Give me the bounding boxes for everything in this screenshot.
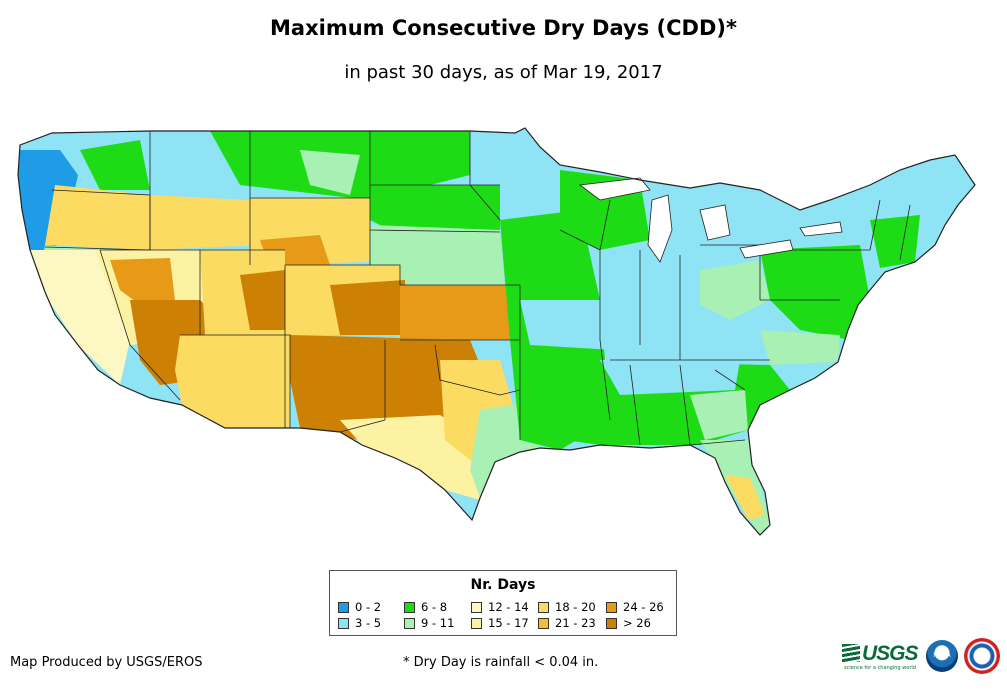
legend-label: 18 - 20: [555, 600, 596, 614]
usgs-waves-icon: [842, 644, 860, 662]
legend-swatch: [338, 618, 349, 629]
legend-label: 15 - 17: [488, 616, 529, 630]
region-new-mexico-texas-dark: [290, 335, 490, 440]
region-florida-yellow: [725, 475, 765, 520]
region-pacific-nw-wet: [18, 150, 78, 260]
legend-swatch: [471, 602, 482, 613]
region-nevada-dark: [110, 258, 175, 305]
legend-swatch: [338, 602, 349, 613]
usgs-logo: USGS: [842, 642, 919, 668]
noaa-logo-text: NOAA: [933, 652, 951, 659]
legend-label: 21 - 23: [555, 616, 596, 630]
legend-label: 3 - 5: [355, 616, 382, 630]
legend-title: Nr. Days: [470, 577, 536, 593]
legend-swatch: [538, 602, 549, 613]
region-utah-dark: [240, 270, 290, 330]
map-credit: Map Produced by USGS/EROS: [10, 655, 203, 670]
region-mn-light: [300, 150, 360, 195]
region-tennessee-blue: [600, 360, 740, 395]
legend-item: 24 - 26: [606, 601, 664, 614]
legend-swatch: [404, 602, 415, 613]
region-virginia-light: [760, 330, 840, 365]
lake-superior: [578, 177, 651, 201]
legend-item: 15 - 17: [471, 617, 529, 630]
legend-swatch: [606, 602, 617, 613]
legend-label: 6 - 8: [421, 600, 448, 614]
region-kansas: [400, 285, 520, 340]
state-boundaries: [44, 131, 911, 446]
legend-item: 12 - 14: [471, 601, 529, 614]
legend-swatch: [471, 618, 482, 629]
legend: Nr. Days 0 - 2 3 - 5 6 - 8 9 - 11 12 - 1…: [329, 570, 677, 636]
lake-erie: [739, 239, 794, 259]
region-montana-green: [80, 140, 150, 190]
legend-label: 12 - 14: [488, 600, 529, 614]
region-new-england-green: [870, 215, 920, 268]
nws-logo: [964, 638, 1000, 674]
map-title: Maximum Consecutive Dry Days (CDD)*: [270, 16, 737, 40]
legend-label: 0 - 2: [355, 600, 382, 614]
region-new-england-blue: [830, 155, 975, 262]
region-california-light: [30, 250, 130, 385]
region-colorado-dark: [330, 280, 405, 335]
lake-huron: [699, 204, 731, 241]
legend-swatch: [538, 618, 549, 629]
legend-item: > 26: [606, 617, 651, 630]
legend-item: 0 - 2: [338, 601, 381, 614]
region-georgia-light: [690, 390, 748, 440]
noaa-logo: NOAA: [926, 640, 958, 672]
us-outline: [17, 127, 976, 536]
agency-logos: USGS science for a changing world NOAA: [842, 636, 1002, 678]
great-lakes: [578, 177, 843, 263]
legend-item: 9 - 11: [404, 617, 454, 630]
legend-item: 18 - 20: [538, 601, 596, 614]
legend-item: 6 - 8: [404, 601, 447, 614]
legend-item: 3 - 5: [338, 617, 381, 630]
lake-michigan: [647, 194, 673, 263]
region-ohio-green: [700, 260, 770, 320]
lake-ontario: [799, 221, 843, 237]
region-oregon-yellow: [45, 185, 260, 250]
legend-swatch: [606, 618, 617, 629]
legend-label: 24 - 26: [623, 600, 664, 614]
region-missouri-blue: [520, 300, 615, 350]
usgs-tagline: science for a changing world: [844, 665, 916, 671]
usgs-logo-text: USGS: [862, 642, 919, 665]
legend-item: 21 - 23: [538, 617, 596, 630]
legend-label: > 26: [623, 616, 651, 630]
region-sd-ne-green: [370, 185, 500, 235]
dry-day-footnote: * Dry Day is rainfall < 0.04 in.: [403, 655, 599, 670]
legend-swatch: [404, 618, 415, 629]
region-mid-atlantic-green: [760, 245, 870, 340]
region-arizona: [175, 335, 290, 428]
map-subtitle: in past 30 days, as of Mar 19, 2017: [344, 62, 663, 83]
region-nebraska: [370, 225, 505, 285]
legend-label: 9 - 11: [421, 616, 455, 630]
